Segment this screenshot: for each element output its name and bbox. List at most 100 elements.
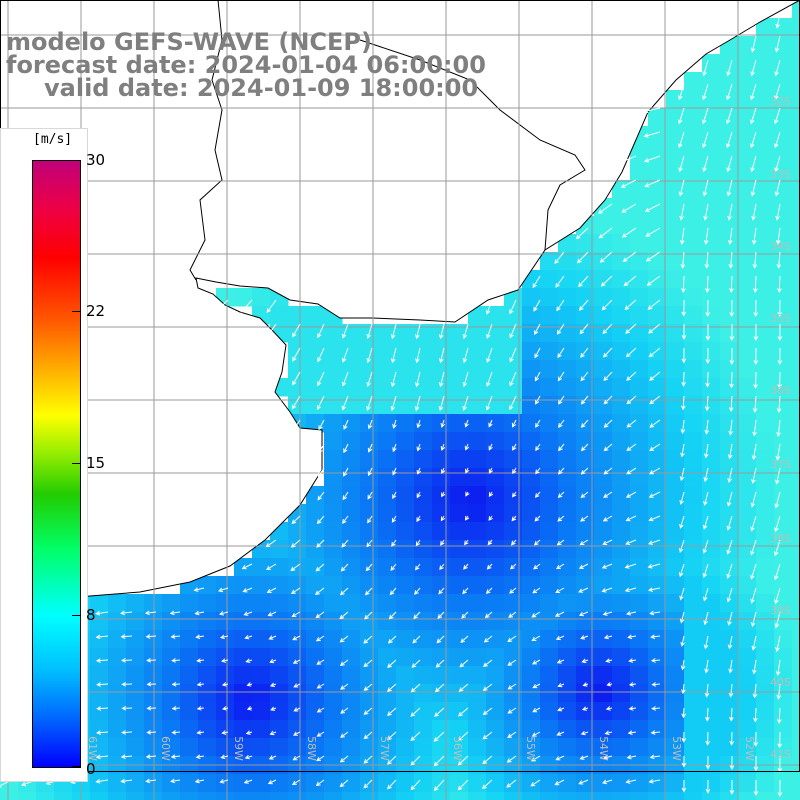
wind-arrow: [701, 107, 709, 125]
wind-speed-cell: [432, 648, 451, 667]
wind-speed-cell: [558, 486, 577, 505]
wind-speed-cell: [576, 630, 595, 649]
wind-speed-cell: [684, 252, 703, 271]
wind-speed-cell: [756, 612, 775, 631]
wind-speed-cell: [324, 558, 343, 577]
wind-arrow: [628, 706, 637, 711]
wind-speed-cell: [144, 594, 163, 613]
wind-speed-cell: [684, 288, 703, 307]
lat-label: 40S: [770, 676, 791, 689]
wind-speed-cell: [756, 396, 775, 415]
wind-arrow: [267, 323, 277, 337]
wind-speed-cell: [702, 432, 721, 451]
wind-speed-cell: [756, 288, 775, 307]
wind-speed-cell: [756, 198, 775, 217]
wind-speed-cell: [738, 270, 757, 289]
wind-arrow: [603, 755, 613, 760]
wind-speed-cell: [414, 594, 433, 613]
wind-speed-cell: [738, 522, 757, 541]
wind-arrow: [266, 587, 277, 593]
wind-speed-cell: [468, 522, 487, 541]
wind-arrow: [440, 443, 446, 451]
wind-speed-cell: [612, 342, 631, 361]
wind-speed-cell: [144, 702, 163, 721]
wind-speed-cell: [756, 738, 775, 757]
wind-speed-cell: [414, 522, 433, 541]
wind-speed-cell: [378, 666, 397, 685]
wind-speed-cell: [522, 432, 541, 451]
wind-speed-cell: [216, 630, 235, 649]
wind-speed-cell: [414, 450, 433, 469]
wind-arrow: [291, 611, 301, 618]
wind-speed-cell: [414, 378, 433, 397]
wind-speed-cell: [792, 666, 800, 685]
wind-speed-cell: [450, 738, 469, 757]
wind-arrow: [777, 275, 782, 294]
wind-speed-cell: [504, 324, 523, 343]
wind-arrow: [599, 251, 613, 263]
wind-speed-cell: [216, 684, 235, 703]
wind-speed-cell: [666, 270, 685, 289]
wind-speed-cell: [144, 612, 163, 631]
wind-arrow: [625, 539, 637, 545]
wind-arrow: [728, 659, 733, 674]
wind-arrow: [776, 251, 782, 269]
wind-speed-cell: [612, 234, 631, 253]
wind-arrow: [702, 515, 709, 530]
wind-arrow: [625, 779, 637, 784]
wind-arrow: [751, 467, 757, 484]
wind-arrow: [678, 155, 685, 173]
wind-arrow: [342, 491, 349, 501]
wind-speed-cell: [396, 612, 415, 631]
wind-arrow: [293, 419, 301, 431]
wind-arrow: [752, 683, 758, 699]
wind-arrow: [556, 659, 565, 664]
wind-arrow: [729, 755, 735, 770]
wind-speed-cell: [630, 540, 649, 559]
wind-arrow: [531, 731, 541, 737]
wind-speed-cell: [684, 378, 703, 397]
wind-arrow: [482, 707, 493, 716]
wind-speed-cell: [252, 720, 271, 739]
wind-speed-cell: [306, 648, 325, 667]
wind-speed-cell: [576, 450, 595, 469]
wind-speed-cell: [342, 684, 361, 703]
wind-speed-cell: [756, 522, 775, 541]
wind-speed-cell: [576, 792, 595, 800]
wind-arrow: [578, 587, 589, 593]
wind-speed-cell: [360, 702, 379, 721]
wind-speed-cell: [198, 648, 217, 667]
wind-speed-cell: [378, 720, 397, 739]
wind-speed-cell: [720, 432, 739, 451]
wind-arrow: [387, 731, 397, 741]
wind-arrow: [626, 467, 637, 475]
wind-speed-cell: [594, 738, 613, 757]
wind-speed-cell: [468, 432, 487, 451]
wind-speed-cell: [522, 774, 541, 793]
wind-arrow: [558, 467, 565, 475]
wind-speed-cell: [144, 648, 163, 667]
wind-speed-cell: [216, 612, 235, 631]
wind-speed-cell: [360, 450, 379, 469]
wind-speed-cell: [594, 360, 613, 379]
wind-speed-cell: [378, 738, 397, 757]
wind-speed-cell: [378, 684, 397, 703]
wind-speed-cell: [342, 648, 361, 667]
wind-speed-cell: [684, 72, 703, 91]
wind-speed-cell: [558, 252, 577, 271]
wind-speed-cell: [270, 558, 289, 577]
wind-arrow: [221, 682, 229, 687]
wind-speed-cell: [576, 558, 595, 577]
wind-arrow: [751, 635, 757, 651]
wind-speed-cell: [90, 612, 109, 631]
wind-speed-cell: [450, 504, 469, 523]
wind-speed-cell: [792, 198, 800, 217]
wind-speed-cell: [648, 144, 667, 163]
wind-speed-cell: [756, 792, 775, 800]
wind-arrow: [266, 563, 277, 571]
wind-arrow: [535, 395, 541, 405]
wind-speed-cell: [558, 594, 577, 613]
wind-speed-cell: [216, 702, 235, 721]
wind-arrow: [194, 778, 205, 784]
wind-speed-cell: [666, 126, 685, 145]
